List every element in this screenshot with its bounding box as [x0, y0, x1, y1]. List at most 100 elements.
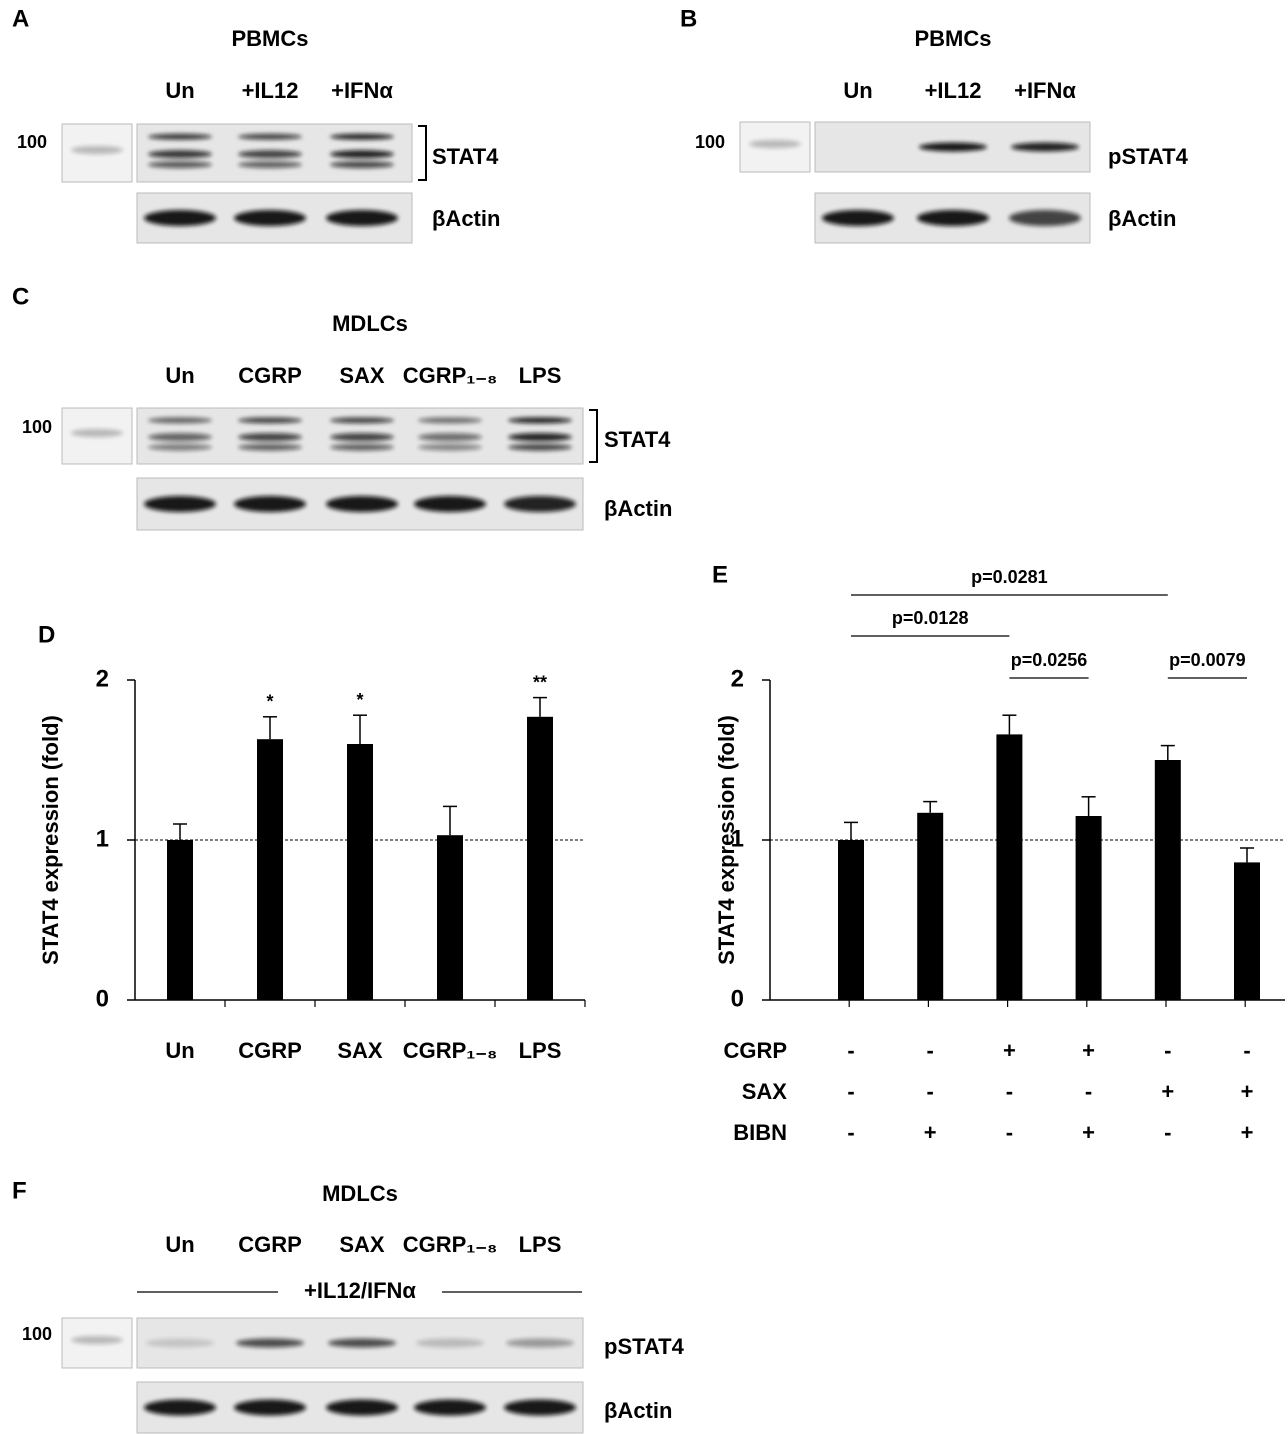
band [919, 142, 987, 152]
y-axis-label: STAT4 expression (fold) [714, 715, 739, 965]
band [238, 443, 302, 451]
x-tick-label: CGRP₁₋₈ [403, 1038, 498, 1063]
y-tick-label: 2 [731, 665, 744, 692]
band [71, 146, 123, 154]
condition-value: - [847, 1038, 854, 1063]
band [917, 210, 989, 226]
band [330, 133, 394, 140]
panel-letter: D [38, 621, 55, 648]
condition-value: + [1241, 1120, 1254, 1145]
condition-value: - [1243, 1038, 1250, 1063]
significance-label: ** [533, 672, 547, 692]
condition-name: SAX [742, 1079, 788, 1104]
lane-label: LPS [519, 363, 562, 388]
band [328, 1338, 396, 1348]
y-axis-label: STAT4 expression (fold) [38, 715, 63, 965]
band [326, 496, 398, 512]
lane-label: CGRP₁₋₈ [403, 363, 498, 388]
band-label: STAT4 [604, 427, 671, 452]
marker-label: 100 [22, 417, 52, 437]
y-tick-label: 1 [96, 825, 109, 852]
band [238, 133, 302, 140]
panel-letter: C [12, 283, 29, 310]
condition-value: - [927, 1079, 934, 1104]
band-label: βActin [1108, 206, 1176, 231]
condition-value: - [927, 1038, 934, 1063]
band-label: STAT4 [432, 144, 499, 169]
condition-value: + [1082, 1120, 1095, 1145]
band [148, 433, 212, 442]
marker-label: 100 [17, 132, 47, 152]
lane-label: CGRP [238, 1232, 302, 1257]
band [330, 443, 394, 451]
band [234, 496, 306, 512]
x-tick-label: CGRP [238, 1038, 302, 1063]
condition-value: + [924, 1120, 937, 1145]
bar [167, 840, 193, 1000]
condition-value: + [1003, 1038, 1016, 1063]
y-tick-label: 0 [96, 985, 109, 1012]
band [148, 150, 212, 159]
band [504, 496, 576, 512]
band [330, 150, 394, 159]
band [236, 1338, 304, 1348]
band [506, 1338, 574, 1348]
band-label: pSTAT4 [1108, 144, 1189, 169]
significance-label: * [356, 690, 363, 710]
band [508, 417, 572, 424]
blot-title: PBMCs [914, 26, 991, 51]
band [326, 1399, 398, 1416]
band [238, 417, 302, 424]
comparison-label: p=0.0079 [1169, 650, 1246, 670]
bar [257, 739, 283, 1000]
condition-value: - [847, 1079, 854, 1104]
blot-title: PBMCs [231, 26, 308, 51]
comparison-label: p=0.0128 [892, 608, 969, 628]
band [148, 443, 212, 451]
comparison-label: p=0.0256 [1011, 650, 1088, 670]
band [238, 433, 302, 442]
marker-label: 100 [695, 132, 725, 152]
condition-value: - [847, 1120, 854, 1145]
condition-value: + [1241, 1079, 1254, 1104]
condition-value: - [1006, 1079, 1013, 1104]
y-tick-label: 0 [731, 985, 744, 1012]
lane-label: +IL12 [242, 78, 299, 103]
blot-title: MDLCs [332, 311, 408, 336]
band [330, 433, 394, 442]
bar [437, 835, 463, 1000]
band [238, 150, 302, 159]
band [508, 433, 572, 442]
band [148, 417, 212, 424]
x-tick-label: Un [165, 1038, 194, 1063]
lane-label: +IL12 [925, 78, 982, 103]
condition-value: - [1006, 1120, 1013, 1145]
bracket [589, 409, 598, 463]
band [414, 1399, 486, 1416]
band [234, 210, 306, 226]
x-tick-label: SAX [337, 1038, 383, 1063]
lane-label: +IFNα [1014, 78, 1076, 103]
bar [996, 734, 1023, 1000]
band [508, 443, 572, 451]
condition-value: - [1164, 1120, 1171, 1145]
band [418, 433, 482, 442]
condition-name: CGRP [723, 1038, 787, 1063]
condition-value: + [1161, 1079, 1174, 1104]
band [234, 1399, 306, 1416]
band [146, 1338, 214, 1348]
lane-label: SAX [339, 363, 385, 388]
band [749, 140, 801, 148]
lane-label: CGRP₁₋₈ [403, 1232, 498, 1257]
lane-label: Un [165, 363, 194, 388]
panel-letter: F [12, 1177, 27, 1204]
condition-value: + [1082, 1038, 1095, 1063]
band-label: pSTAT4 [604, 1334, 685, 1359]
band [144, 496, 216, 512]
panel-letter: A [12, 5, 29, 32]
band [144, 1399, 216, 1416]
bar [1075, 816, 1102, 1000]
lane-label: Un [165, 78, 194, 103]
lane-label: LPS [519, 1232, 562, 1257]
lane-label: Un [165, 1232, 194, 1257]
